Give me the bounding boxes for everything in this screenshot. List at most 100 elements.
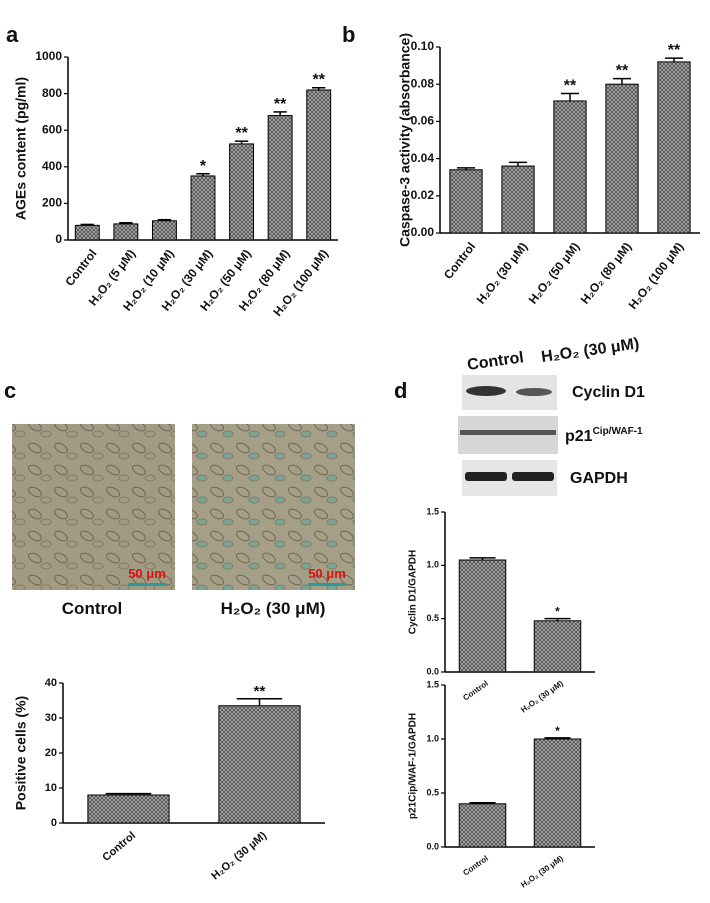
y-tick-label: 1000 xyxy=(35,49,62,63)
bar xyxy=(306,89,332,241)
error-bar xyxy=(508,161,528,167)
scale-bar-label: 50 μm xyxy=(308,566,346,581)
y-tick-label: 800 xyxy=(42,86,62,100)
y-axis-label: Positive cells (%) xyxy=(13,696,29,810)
bar xyxy=(605,83,639,234)
y-tick-label: 10 xyxy=(45,782,57,794)
x-tick-label: Control xyxy=(461,679,489,703)
bar xyxy=(229,143,255,241)
error-bar xyxy=(234,140,249,144)
bar xyxy=(74,224,100,241)
error-bar xyxy=(544,617,571,621)
error-bar xyxy=(119,222,133,224)
y-axis-label: p21Cip/WAF-1/GAPDH xyxy=(408,713,419,819)
bar xyxy=(533,620,582,673)
y-tick-label: 0.0 xyxy=(426,666,439,676)
panel-label: a xyxy=(6,22,19,47)
x-tick-label: Control xyxy=(441,240,478,282)
y-tick-label: 0.06 xyxy=(411,114,435,128)
image-label: H₂O₂ (30 μM) xyxy=(221,599,326,618)
error-bar xyxy=(312,86,326,90)
bar xyxy=(190,175,216,241)
x-tick-label: H₂O₂ (50 μM) xyxy=(526,240,583,307)
bar xyxy=(449,169,483,234)
bar xyxy=(87,794,170,824)
y-tick-label: 0.04 xyxy=(411,151,435,165)
y-tick-label: 200 xyxy=(42,196,62,210)
blot-row-label: p21Cip/WAF-1 xyxy=(565,426,643,445)
y-tick-label: 600 xyxy=(42,122,62,136)
y-tick-label: 20 xyxy=(45,747,57,759)
y-tick-label: 0.5 xyxy=(426,613,439,623)
y-tick-label: 400 xyxy=(42,159,62,173)
y-axis-label: Caspase-3 activity (absorbance) xyxy=(397,33,413,247)
scale-bar-label: 50 μm xyxy=(128,566,166,581)
image-label: Control xyxy=(62,599,122,618)
y-tick-label: 0.5 xyxy=(426,787,439,797)
panel-label: b xyxy=(342,22,355,47)
bar xyxy=(458,559,507,673)
x-tick-label: H₂O₂ (30 μM) xyxy=(474,240,531,307)
blot-column-label: Control xyxy=(466,349,525,374)
x-tick-label: Control xyxy=(100,830,138,864)
y-axis-label: AGEs content (pg/ml) xyxy=(13,77,29,220)
blot xyxy=(458,375,558,496)
panel-label: d xyxy=(394,378,407,403)
error-bar xyxy=(456,167,476,170)
y-tick-label: 0.08 xyxy=(411,76,435,90)
y-tick-label: 0 xyxy=(51,817,57,829)
error-bar xyxy=(273,111,287,116)
bar xyxy=(218,705,301,824)
error-bar xyxy=(469,557,496,560)
y-tick-label: 1.5 xyxy=(426,679,439,689)
blot-row-label: Cyclin D1 xyxy=(572,384,645,401)
error-bar xyxy=(105,792,152,795)
error-bar xyxy=(196,173,210,176)
x-tick-label: H₂O₂ (30 μM) xyxy=(519,854,565,890)
micrograph: 50 μm xyxy=(12,424,175,590)
significance: ** xyxy=(564,78,577,95)
significance: ** xyxy=(616,63,629,80)
y-tick-label: 40 xyxy=(45,677,57,689)
y-tick-label: 1.0 xyxy=(426,733,439,743)
bar xyxy=(501,165,535,234)
y-tick-label: 0 xyxy=(55,232,62,246)
significance: * xyxy=(555,605,560,619)
y-axis-label: Cyclin D1/GAPDH xyxy=(408,550,419,634)
bar xyxy=(458,803,507,848)
significance: ** xyxy=(274,96,287,113)
x-tick-label: H₂O₂ (30 μM) xyxy=(209,829,269,882)
blot-row-label: GAPDH xyxy=(570,470,628,487)
error-bar xyxy=(236,698,283,706)
error-bar xyxy=(664,57,684,62)
significance: ** xyxy=(312,72,325,89)
bar xyxy=(151,220,177,241)
y-tick-label: 0.02 xyxy=(411,188,435,202)
y-tick-label: 0.0 xyxy=(426,841,439,851)
error-bar xyxy=(560,92,580,101)
x-tick-label: Control xyxy=(461,854,489,878)
bar xyxy=(533,738,582,848)
bar xyxy=(267,115,293,241)
micrograph: 50 μm xyxy=(192,424,355,590)
error-bar xyxy=(469,801,496,804)
significance: * xyxy=(200,158,207,175)
significance: * xyxy=(555,724,560,738)
x-tick-label: H₂O₂ (80 μM) xyxy=(578,240,635,307)
y-tick-label: 1.5 xyxy=(426,506,439,516)
blot-row-label: p21 xyxy=(565,428,593,445)
error-bar xyxy=(612,77,632,85)
error-bar xyxy=(80,223,94,226)
x-tick-label: H₂O₂ (100 μM) xyxy=(626,240,687,312)
x-tick-label: Control xyxy=(62,247,99,289)
significance: ** xyxy=(254,683,266,700)
y-tick-label: 30 xyxy=(45,712,57,724)
x-tick-label: H₂O₂ (30 μM) xyxy=(519,679,565,715)
blot-column-label: H₂O₂ (30 μM) xyxy=(540,335,640,366)
significance: ** xyxy=(235,125,248,142)
y-tick-label: 0.00 xyxy=(411,225,435,239)
bar xyxy=(657,61,691,234)
y-tick-label: 0.10 xyxy=(411,39,435,53)
